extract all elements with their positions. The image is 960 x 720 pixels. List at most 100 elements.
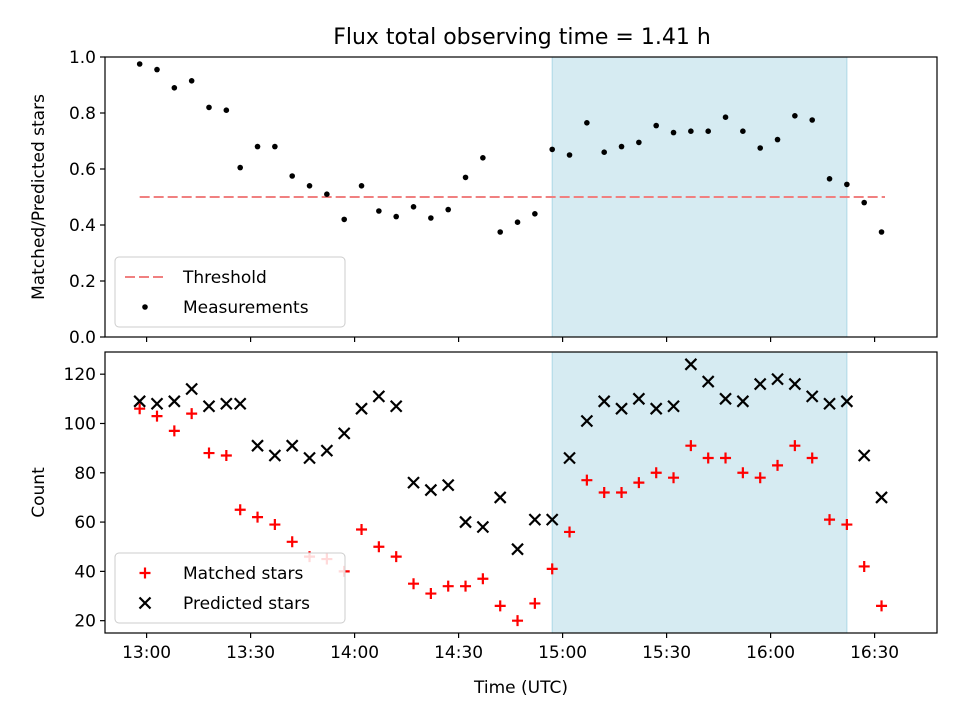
data-point-matched: [442, 580, 454, 592]
panel-counts: 20 40 60 80 100 120 13:00 13:30 14:00 14:30 15:00 1…: [29, 351, 938, 698]
data-point-matched: [546, 563, 558, 575]
data-point: [757, 145, 763, 151]
axes-frame: [104, 56, 938, 338]
data-point-predicted: [285, 439, 299, 452]
legend-label: Matched stars: [183, 564, 303, 584]
panel-ratio: 0.0 0.2 0.4 0.6 0.8 1.0 Matched/Predicted star…: [29, 48, 938, 348]
data-point-predicted: [168, 395, 181, 408]
y-tick-label: 0.4: [69, 216, 96, 236]
y-tick-label: 0.0: [69, 328, 96, 348]
data-point-matched: [234, 504, 246, 516]
data-point-matched: [252, 511, 264, 523]
legend-measurements-swatch: [142, 304, 148, 310]
data-point: [136, 61, 143, 67]
data-point-matched: [824, 514, 836, 526]
data-point: [188, 78, 195, 84]
data-point: [549, 146, 555, 153]
y-tick-label: 20: [74, 612, 96, 632]
data-point-matched: [373, 541, 385, 553]
data-point: [223, 107, 230, 113]
data-point-predicted: [875, 491, 888, 504]
data-point-predicted: [202, 399, 216, 413]
data-point: [878, 229, 885, 235]
data-point-predicted: [424, 483, 438, 497]
data-point-predicted: [372, 390, 386, 403]
data-point-matched: [168, 425, 180, 437]
y-tick-label: 0.6: [69, 160, 96, 180]
data-point-predicted: [563, 451, 576, 465]
data-point-predicted: [684, 358, 698, 371]
data-point: [289, 173, 296, 179]
data-point-predicted: [185, 382, 198, 396]
data-point-predicted: [719, 392, 732, 406]
data-point-predicted: [805, 390, 819, 403]
y-tick-label: 80: [74, 464, 96, 484]
data-point: [410, 204, 417, 210]
data-point-matched: [841, 519, 853, 531]
data-point: [670, 129, 677, 136]
data-point: [861, 199, 867, 206]
data-point-matched: [512, 615, 524, 627]
y-tick-label: 1.0: [69, 48, 96, 68]
y-tick-label: 100: [64, 414, 96, 434]
data-point-matched: [720, 452, 732, 464]
legend-label: Predicted stars: [183, 594, 310, 614]
data-point: [688, 128, 694, 134]
data-point: [480, 155, 486, 161]
data-point: [306, 183, 313, 189]
data-point-matched: [494, 600, 506, 612]
data-point: [653, 122, 659, 129]
x-axis-label: Time (UTC): [473, 678, 568, 698]
data-point-matched: [581, 474, 593, 486]
data-point-matched: [564, 526, 576, 538]
data-point-predicted: [220, 397, 233, 411]
data-point-predicted: [268, 449, 282, 462]
legend-label: Measurements: [183, 298, 309, 318]
data-point-predicted: [632, 392, 646, 406]
data-point-predicted: [150, 397, 164, 411]
data-point-matched: [806, 452, 818, 464]
data-point: [584, 120, 590, 126]
data-point-predicted: [303, 451, 316, 465]
data-point-predicted: [580, 414, 594, 428]
data-point-predicted: [233, 397, 247, 411]
legend-box: [114, 552, 346, 624]
data-point: [774, 136, 781, 143]
x-tick-label: 15:00: [538, 643, 587, 663]
data-point-predicted: [649, 402, 663, 415]
data-point-matched: [529, 597, 541, 609]
legend-matched-swatch: [139, 567, 151, 579]
data-point: [566, 152, 573, 158]
data-point: [532, 211, 538, 217]
data-point: [428, 215, 434, 221]
x-tick-label: 13:30: [226, 643, 275, 663]
data-point-predicted: [251, 439, 264, 452]
data-point-matched: [650, 467, 662, 479]
y-tick-label: 40: [74, 562, 96, 582]
data-point-predicted: [840, 395, 854, 408]
y-tick-label: 60: [74, 513, 96, 533]
data-point-matched: [685, 440, 697, 452]
x-tick-label: 16:30: [850, 643, 899, 663]
data-point-predicted: [771, 372, 784, 386]
data-point-predicted: [823, 397, 836, 411]
data-point-predicted: [407, 476, 420, 489]
observing-window-span: [551, 351, 848, 634]
data-point-matched: [134, 403, 146, 415]
data-point-matched: [598, 487, 610, 498]
x-tick-label: 15:30: [642, 643, 691, 663]
data-point-matched: [286, 536, 298, 548]
data-point-matched: [186, 408, 198, 420]
figure-title: Flux total observing time = 1.41 h: [333, 25, 711, 50]
data-point-predicted: [493, 491, 507, 504]
data-point-predicted: [511, 542, 524, 556]
data-point-matched: [269, 519, 281, 531]
data-point-predicted: [355, 402, 368, 415]
data-point-predicted: [597, 395, 611, 408]
data-point-matched: [460, 580, 472, 592]
y-axis-label: Count: [29, 467, 49, 518]
data-point: [324, 191, 330, 197]
x-tick-label: 14:00: [330, 643, 379, 663]
data-point-predicted: [753, 377, 767, 391]
